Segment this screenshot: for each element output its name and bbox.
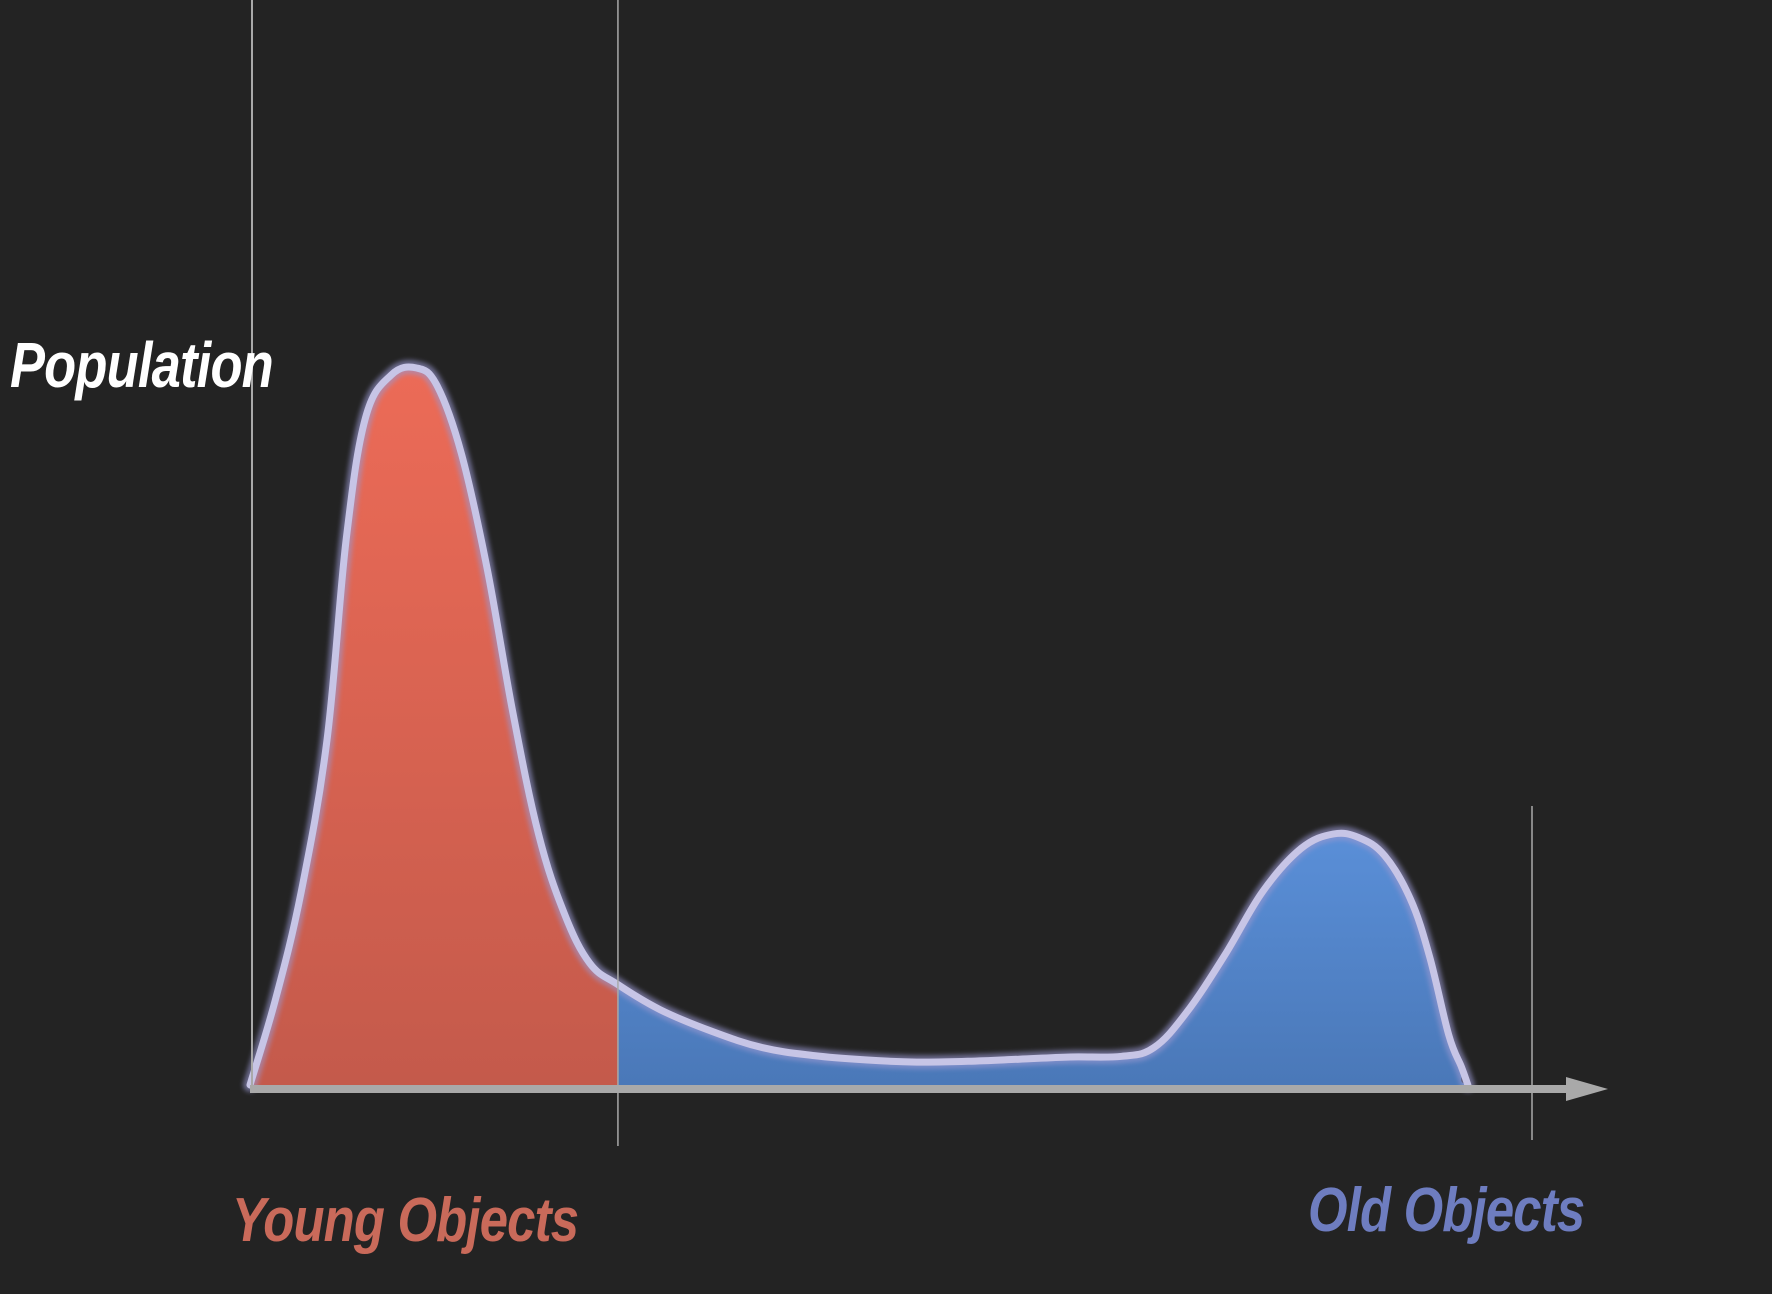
young-objects-label: Young Objects: [232, 1186, 579, 1255]
population-curve: [246, 363, 1472, 1089]
old-objects-area: [617, 833, 1532, 1085]
x-axis-arrowhead: [1566, 1077, 1608, 1101]
old-objects-label: Old Objects: [1308, 1176, 1585, 1245]
young-objects-area: [250, 366, 618, 1085]
y-axis-label: Population: [10, 329, 274, 401]
